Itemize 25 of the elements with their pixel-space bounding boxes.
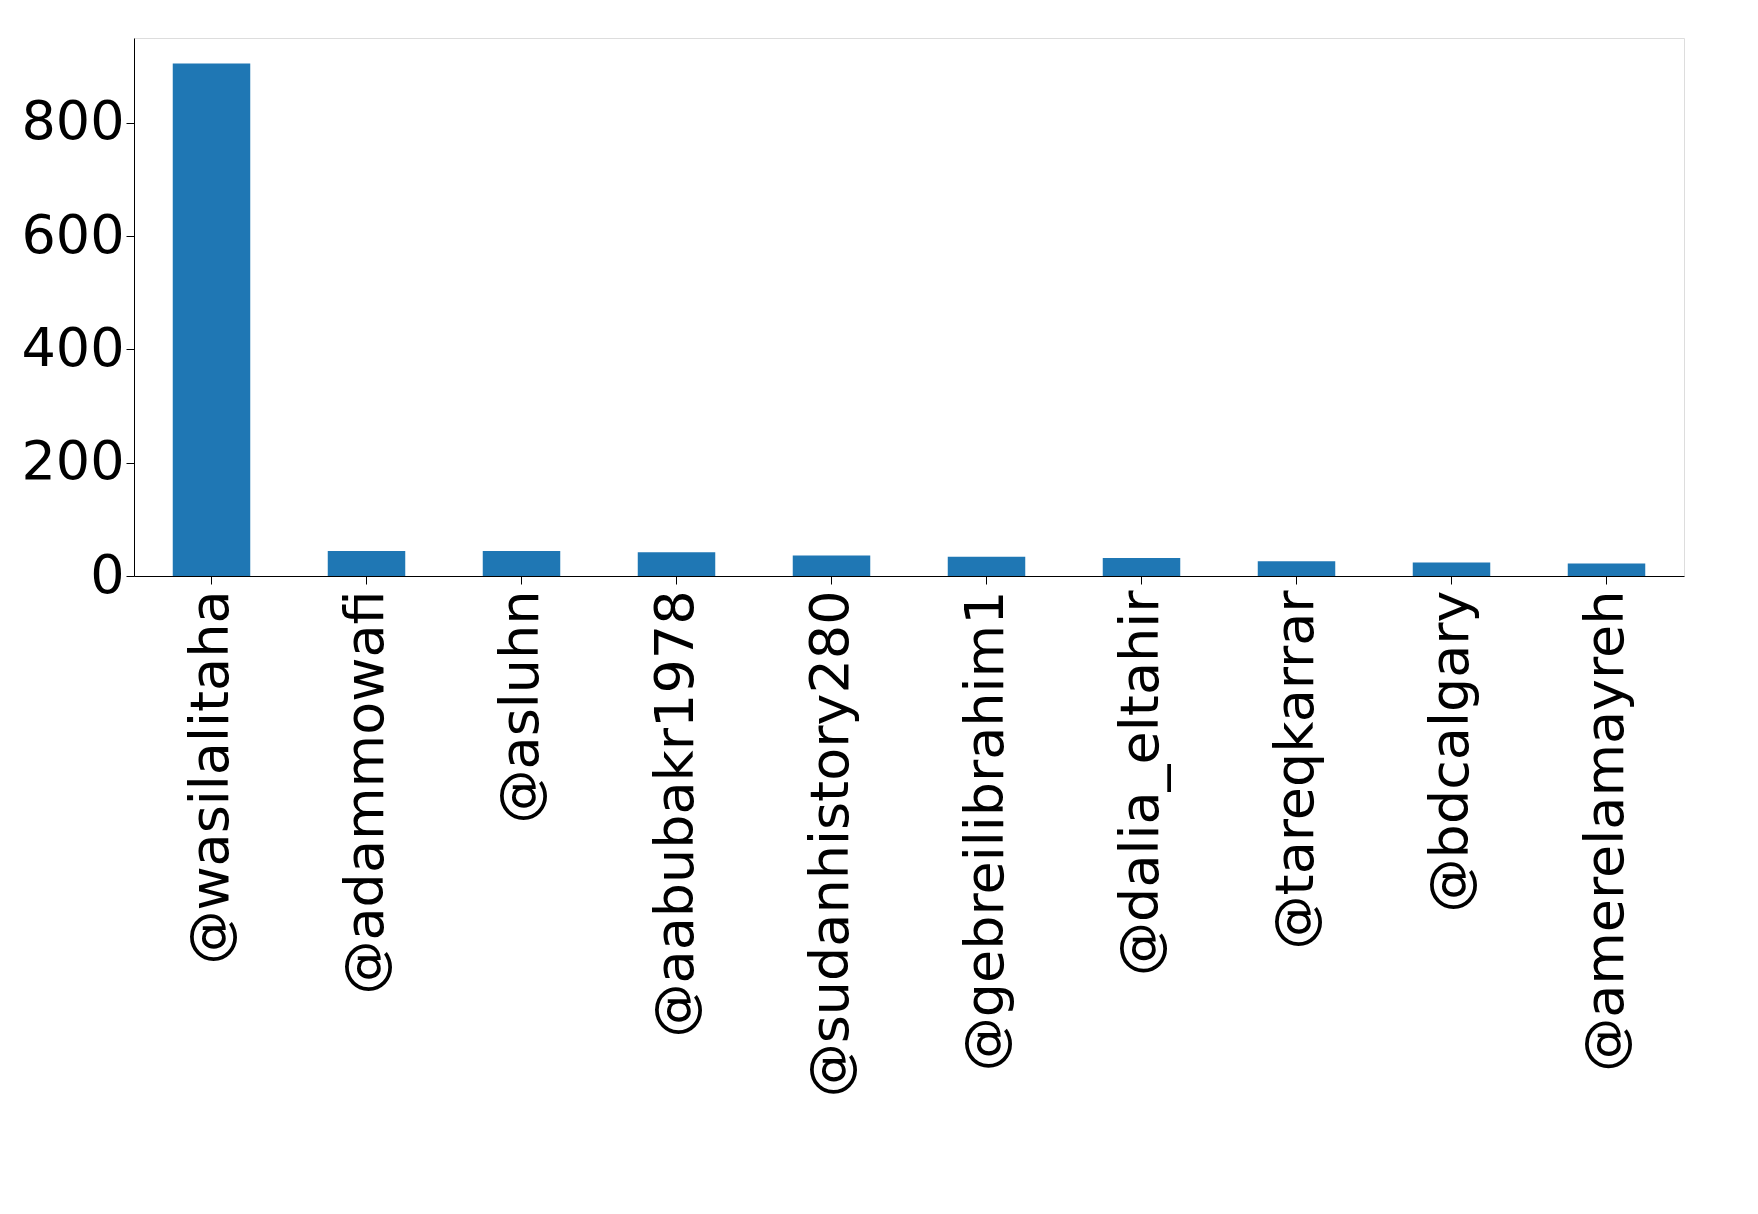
y-tick-label: 800: [21, 89, 125, 153]
y-tick-label: 0: [90, 542, 125, 606]
bar: [947, 556, 1026, 576]
bar: [482, 551, 561, 576]
x-tick-label: @asluhn: [487, 590, 551, 824]
x-tick-label: @bdcalgary: [1417, 590, 1481, 913]
bar: [1567, 563, 1646, 576]
x-tick-label: @wasilalitaha: [177, 590, 241, 965]
x-tick-label: @aabubakr1978: [642, 590, 706, 1038]
bar: [637, 552, 716, 576]
bar: [1102, 557, 1181, 576]
y-tick-label: 600: [21, 202, 125, 266]
bar: [792, 555, 871, 576]
bar: [172, 63, 251, 576]
bar: [327, 551, 406, 576]
x-tick-label: @tareqkarrar: [1262, 589, 1326, 950]
x-tick-label: @gebreilibrahim1: [952, 590, 1016, 1072]
x-tick-label: @dalia_eltahir: [1107, 589, 1171, 976]
y-tick-label: 400: [21, 315, 125, 379]
bar: [1257, 561, 1336, 576]
bar: [1412, 562, 1491, 576]
y-tick-label: 200: [21, 429, 125, 493]
x-tick-label: @amerelamayreh: [1572, 590, 1636, 1072]
x-tick-label: @sudanhistory280: [797, 590, 861, 1098]
x-tick-label: @adammowafi: [332, 590, 396, 995]
